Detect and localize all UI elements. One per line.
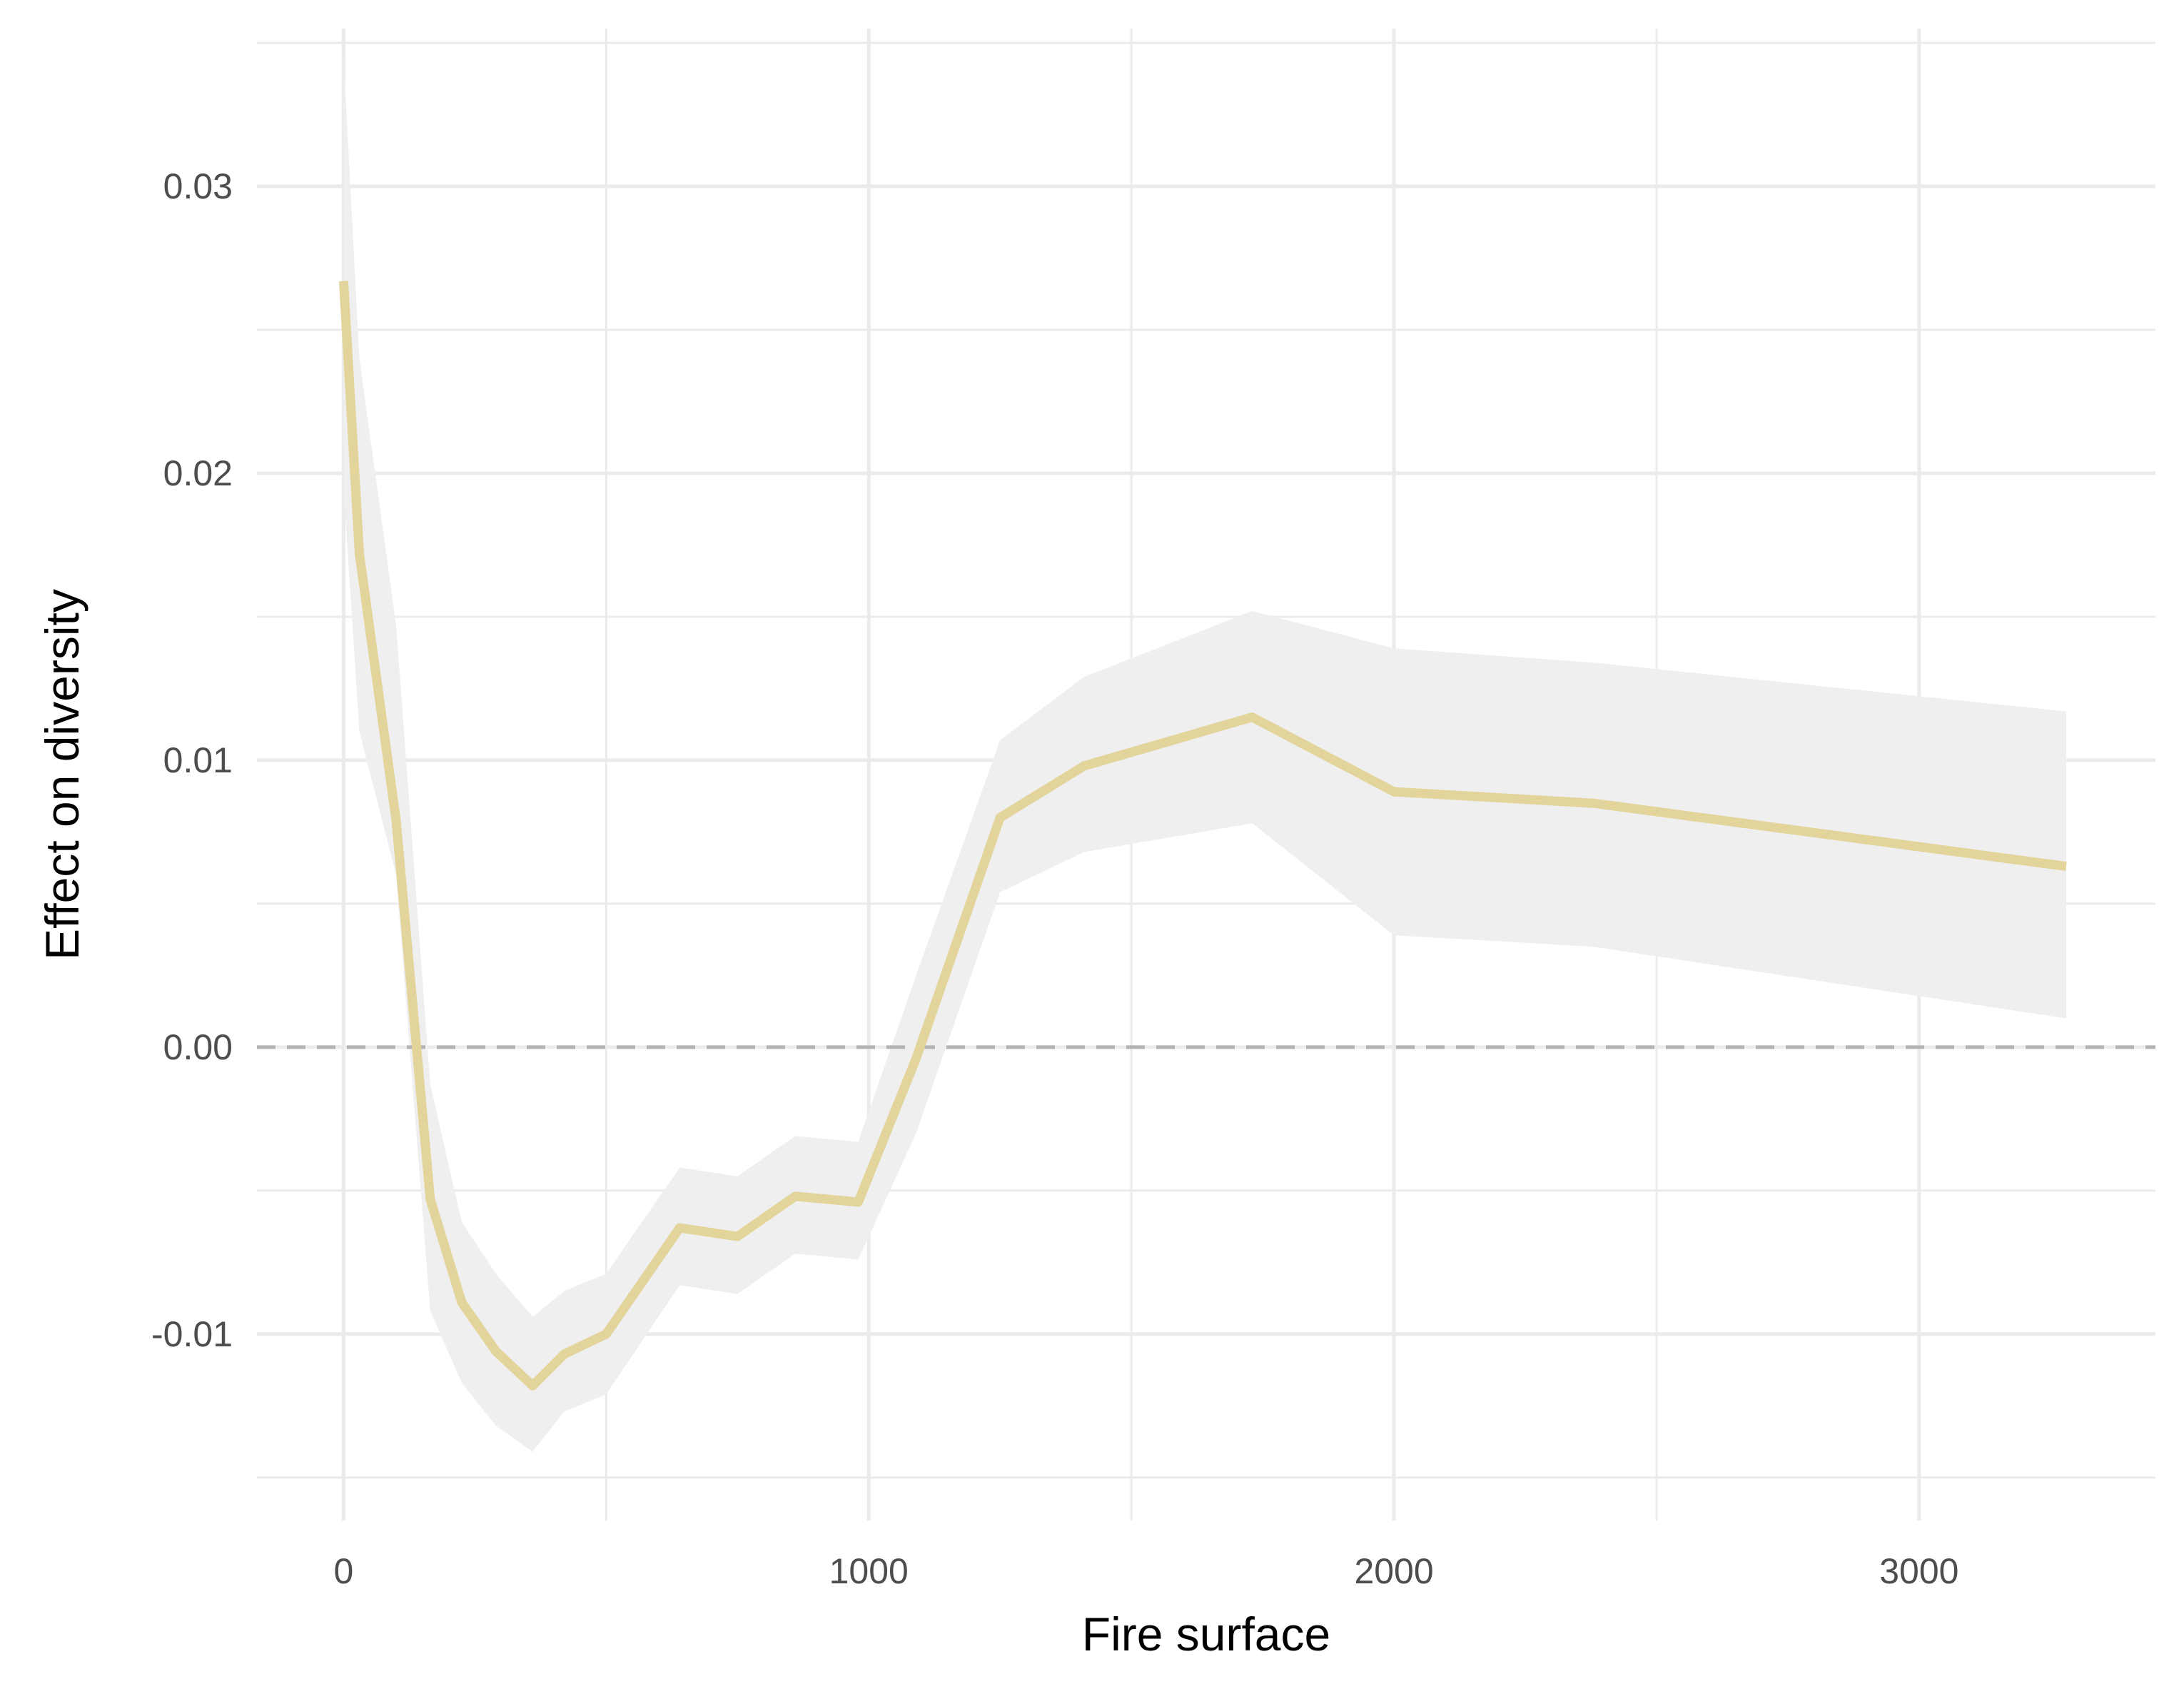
x-tick-label-0: 0 (334, 1551, 354, 1591)
data-point-18 (1589, 799, 1598, 807)
x-tick-label-2: 2000 (1354, 1551, 1433, 1591)
y-tick-label-2: 0.01 (163, 740, 233, 780)
y-tick-label-1: 0.00 (163, 1027, 233, 1067)
confidence-band (343, 57, 2066, 1452)
data-point-13 (911, 1054, 920, 1063)
data-point-4 (457, 1299, 466, 1307)
data-point-19 (2062, 862, 2071, 871)
y-tick-label-3: 0.02 (163, 453, 233, 493)
data-point-17 (1390, 787, 1398, 796)
data-point-15 (1080, 762, 1088, 770)
data-point-0 (339, 277, 348, 286)
x-tick-label-3: 3000 (1879, 1551, 1958, 1591)
y-axis-title: Effect on diversity (36, 589, 89, 960)
data-point-9 (675, 1224, 684, 1232)
data-point-11 (791, 1192, 799, 1201)
data-point-3 (426, 1195, 435, 1204)
data-point-7 (560, 1350, 568, 1358)
data-point-14 (996, 813, 1004, 822)
data-point-10 (733, 1232, 742, 1241)
minor-gridlines (257, 29, 2155, 1521)
y-tick-label-4: 0.03 (163, 166, 233, 206)
data-point-5 (492, 1347, 500, 1356)
y-axis-tick-labels: -0.01 0.00 0.01 0.02 0.03 (151, 166, 233, 1354)
x-axis-tick-labels: 0 1000 2000 3000 (334, 1551, 1959, 1591)
y-tick-label-0: -0.01 (151, 1314, 233, 1354)
data-point-1 (355, 550, 363, 558)
data-point-2 (392, 816, 400, 825)
data-point-6 (528, 1381, 537, 1390)
series-line (338, 281, 2067, 1391)
data-point-12 (854, 1198, 863, 1206)
x-axis-title: Fire surface (1082, 1608, 1330, 1660)
data-point-8 (602, 1330, 610, 1338)
data-point-16 (1248, 713, 1256, 722)
x-tick-label-1: 1000 (829, 1551, 909, 1591)
